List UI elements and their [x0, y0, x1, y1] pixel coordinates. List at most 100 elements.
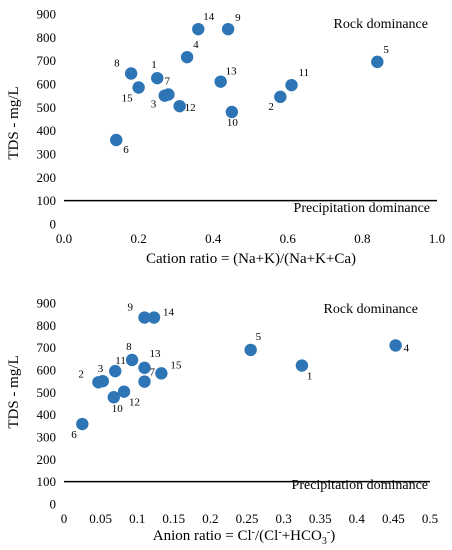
anion-x-tick-label: 0.45: [382, 511, 405, 526]
anion-x-axis-label: Anion ratio = Cl-/(Cl-+HCO3-): [153, 527, 335, 547]
anion-x-tick-label: 0: [61, 511, 68, 526]
anion-y-tick-label: 400: [37, 407, 57, 422]
anion-y-tick-label: 300: [37, 430, 57, 445]
cation-x-tick-label: 0.0: [56, 231, 72, 246]
anion-data-point-label: 15: [170, 359, 182, 371]
cation-data-point-label: 2: [268, 101, 274, 113]
anion-data-point-label: 10: [112, 403, 124, 415]
anion-y-tick-label: 200: [37, 452, 57, 467]
anion-data-point: [295, 359, 309, 372]
anion-x-tick-label: 0.2: [202, 511, 218, 526]
cation-data-point: [274, 90, 287, 104]
anion-data-point-label: 1: [307, 371, 313, 383]
anion-data-point-label: 4: [404, 342, 410, 354]
cation-x-tick-label: 0.2: [130, 231, 146, 246]
anion-data-point-label: 2: [78, 368, 84, 380]
cation-data-point: [173, 99, 186, 113]
cation-data-point: [162, 88, 175, 101]
cation-data-point: [180, 50, 194, 64]
cation-data-point-label: 12: [185, 102, 196, 114]
cation-y-tick-label: 800: [37, 30, 57, 45]
anion-data-point-label: 9: [128, 302, 134, 314]
anion-data-point-label: 13: [150, 348, 162, 360]
anion-y-tick-label: 500: [37, 385, 57, 400]
anion-x-tick-label: 0.05: [89, 511, 112, 526]
cation-data-point: [124, 67, 138, 80]
anion-ratio-chart: Rock dominance Precipitation dominance A…: [6, 296, 438, 548]
cation-data-point: [192, 22, 205, 36]
cation-data-point: [225, 105, 239, 119]
anion-data-point: [96, 374, 109, 388]
cation-y-tick-label: 700: [37, 53, 57, 68]
anion-y-tick-label: 900: [37, 296, 57, 311]
anion-x-tick-label: 0.5: [422, 511, 438, 526]
anion-data-point: [107, 391, 120, 404]
anion-data-point-label: 8: [126, 341, 132, 353]
anion-data-point: [244, 343, 257, 357]
cation-data-point: [214, 75, 227, 88]
cation-x-axis-label: Cation ratio = (Na+K)/(Na+K+Ca): [146, 251, 356, 267]
cation-ratio-chart: Rock dominance Precipitation dominance C…: [6, 7, 445, 268]
anion-y-axis-label: TDS - mg/L: [6, 355, 22, 428]
anion-data-point: [155, 367, 168, 380]
cation-x-tick-label: 0.4: [205, 231, 222, 246]
cation-y-tick-label: 200: [37, 170, 57, 185]
cation-y-tick-label: 900: [37, 7, 57, 22]
anion-x-tick-label: 0.1: [129, 511, 145, 526]
cation-data-point-label: 10: [227, 117, 239, 129]
cation-data-point-label: 6: [123, 144, 129, 156]
anion-data-point-label: 7: [150, 367, 156, 379]
cation-data-point-label: 5: [383, 44, 389, 56]
anion-data-point: [147, 311, 161, 324]
anion-data-point: [109, 364, 122, 378]
cation-data-point-label: 8: [114, 58, 120, 70]
cation-data-point: [221, 22, 235, 36]
cation-data-point-label: 4: [193, 39, 199, 51]
cation-data-point-label: 15: [122, 93, 134, 105]
anion-y-tick-label: 600: [37, 363, 57, 378]
cation-x-tick-label: 0.8: [354, 231, 370, 246]
anion-data-point-label: 14: [163, 307, 175, 319]
cation-data-point-label: 1: [151, 59, 157, 71]
cation-y-tick-label: 400: [37, 123, 57, 138]
cation-data-point-label: 11: [299, 67, 310, 79]
anion-data-point: [138, 311, 151, 324]
anion-data-point: [389, 339, 402, 352]
anion-y-tick-label: 700: [37, 340, 57, 355]
cation-data-point-label: 9: [235, 12, 241, 24]
cation-x-tick-label: 1.0: [429, 231, 445, 246]
anion-x-tick-label: 0.35: [309, 511, 332, 526]
anion-data-point: [138, 375, 151, 388]
cation-data-point-label: 14: [203, 11, 215, 23]
anion-data-point-label: 12: [129, 397, 140, 409]
anion-data-point-label: 6: [71, 429, 77, 441]
cation-data-point: [371, 55, 384, 69]
anion-data-point-label: 3: [98, 363, 104, 375]
cation-data-point: [132, 81, 145, 94]
cation-data-point: [285, 78, 298, 92]
anion-data-point: [76, 417, 89, 431]
anion-data-point-label: 5: [256, 331, 262, 343]
anion-data-point: [125, 353, 139, 367]
anion-x-tick-label: 0.15: [162, 511, 185, 526]
anion-data-point-label: 11: [115, 355, 126, 367]
cation-data-point: [110, 133, 123, 147]
anion-precipitation-dominance-label: Precipitation dominance: [292, 478, 428, 493]
anion-y-tick-label: 0: [50, 497, 57, 512]
cation-y-tick-label: 600: [37, 77, 57, 92]
cation-y-axis-label: TDS - mg/L: [6, 86, 22, 159]
anion-data-point: [138, 361, 151, 374]
anion-y-tick-label: 800: [37, 318, 57, 333]
cation-y-tick-label: 0: [50, 217, 57, 232]
cation-precipitation-dominance-label: Precipitation dominance: [294, 201, 430, 216]
cation-data-point: [151, 71, 164, 85]
cation-data-point-label: 7: [164, 76, 170, 88]
anion-y-tick-label: 100: [37, 474, 57, 489]
cation-y-tick-label: 100: [37, 193, 57, 208]
cation-data-point-label: 3: [151, 99, 157, 111]
cation-data-point-label: 13: [226, 66, 238, 78]
cation-x-tick-label: 0.6: [280, 231, 297, 246]
cation-rock-dominance-label: Rock dominance: [334, 17, 428, 32]
anion-x-tick-label: 0.25: [236, 511, 259, 526]
